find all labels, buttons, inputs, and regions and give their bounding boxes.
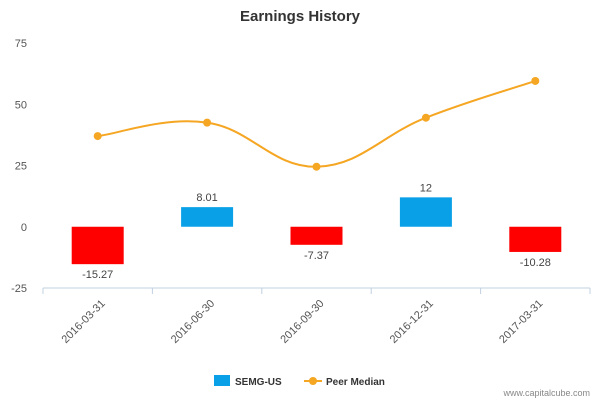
x-tick-label: 2016-03-31 [60,298,108,346]
y-tick-label: 0 [21,222,27,234]
bar-data-label: -15.27 [82,269,113,281]
bar-2016-06-30[interactable] [181,207,234,227]
credit-text: www.capitalcube.com [502,388,590,398]
line-series-peer-median [93,76,540,171]
x-tick-label: 2017-03-31 [497,298,545,346]
peer-median-point-2016-03-31[interactable] [93,132,102,141]
x-tick-label: 2016-12-31 [388,298,436,346]
peer-median-point-2016-09-30[interactable] [312,162,321,171]
legend-label-peer-median[interactable]: Peer Median [326,377,385,388]
legend-marker-peer-median [309,377,317,385]
peer-median-point-2016-12-31[interactable] [421,113,430,122]
bar-2016-12-31[interactable] [399,197,452,227]
bar-2016-03-31[interactable] [71,226,124,265]
bar-series-semg-us [71,197,562,265]
peer-median-point-2017-03-31[interactable] [531,76,540,85]
bar-data-label: 8.01 [196,192,217,204]
x-tick-label: 2016-09-30 [278,298,326,346]
legend-label-semg-us[interactable]: SEMG-US [235,377,282,388]
legend-swatch-semg-us [214,375,230,386]
x-axis-tick-labels: 2016-03-31 2016-06-30 2016-09-30 2016-12-31… [60,298,546,346]
bar-2017-03-31[interactable] [509,226,562,252]
legend[interactable]: SEMG-US Peer Median [214,375,385,388]
bar-data-label: -7.37 [304,250,329,262]
x-axis-tick-marks [42,288,591,294]
bar-2016-09-30[interactable] [290,226,343,245]
peer-median-point-2016-06-30[interactable] [203,118,212,127]
y-tick-label: 25 [15,161,27,173]
y-tick-label: -25 [11,283,27,295]
peer-median-line [97,80,536,168]
y-tick-label: 50 [15,99,27,111]
chart-title: Earnings History [240,8,361,25]
x-tick-label: 2016-06-30 [169,298,217,346]
bar-data-label: 12 [420,182,432,194]
y-axis-ticks: 75 50 25 0 -25 [11,38,27,295]
bar-data-labels: -15.27 8.01 -7.37 12 -10.28 [82,182,551,281]
bar-data-label: -10.28 [520,257,551,269]
y-tick-label: 75 [15,38,27,50]
